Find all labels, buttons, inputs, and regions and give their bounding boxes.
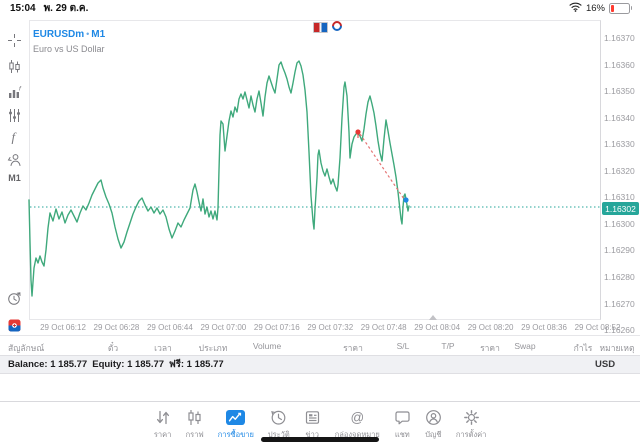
table-column-header: S/L bbox=[396, 341, 410, 351]
chat-icon bbox=[394, 407, 411, 427]
toolbar-timeframe-m1[interactable]: M1 bbox=[8, 173, 21, 183]
nav-item-mailbox[interactable]: @ กล่องจดหมาย bbox=[328, 402, 387, 441]
chart-type-icon[interactable] bbox=[4, 59, 25, 75]
equity-value: Equity: 1 185.77 bbox=[92, 359, 165, 370]
table-column-header: เวลา bbox=[154, 343, 172, 353]
timeframe-label: M1 bbox=[91, 29, 106, 40]
nav-item-label: ประวัติ bbox=[267, 430, 290, 439]
table-column-header: สัญลักษณ์ bbox=[8, 343, 45, 353]
price-axis-label: 1.16320 bbox=[604, 165, 635, 176]
nav-item-label: กล่องจดหมาย bbox=[334, 430, 380, 439]
objects-icon[interactable] bbox=[4, 107, 25, 123]
nav-item-quotes[interactable]: ราคา bbox=[147, 402, 179, 441]
price-axis-label: 1.16350 bbox=[604, 86, 635, 97]
nav-item-label: ราคา bbox=[153, 430, 172, 439]
nav-item-label: กราฟ bbox=[185, 430, 204, 439]
time-axis-label: 29 Oct 08:04 bbox=[414, 323, 461, 332]
nav-item-label: การซื้อขาย bbox=[217, 430, 254, 439]
chart-plot-area[interactable] bbox=[29, 20, 601, 320]
calendar-event-flag-icon[interactable] bbox=[313, 22, 328, 33]
table-column-header: กำไร bbox=[573, 343, 593, 353]
time-axis-label: 29 Oct 06:12 bbox=[40, 323, 86, 332]
wifi-icon bbox=[569, 2, 582, 15]
account-icon bbox=[425, 407, 442, 427]
time-axis-label: 29 Oct 07:32 bbox=[307, 323, 354, 332]
price-axis-label: 1.16290 bbox=[604, 245, 635, 256]
table-column-header: Volume bbox=[252, 341, 282, 351]
status-date: พ. 29 ต.ค. bbox=[43, 3, 89, 14]
settings-icon bbox=[463, 407, 480, 427]
price-axis-label: 1.16340 bbox=[604, 112, 635, 123]
svg-text:f: f bbox=[11, 130, 17, 144]
battery-icon bbox=[609, 3, 632, 14]
price-axis-label: 1.16310 bbox=[604, 192, 635, 203]
nav-item-settings[interactable]: การตั้งค่า bbox=[449, 402, 494, 441]
symbol-name[interactable]: EURUSDm bbox=[33, 29, 85, 40]
news-icon bbox=[304, 407, 321, 427]
session-clock-icon[interactable] bbox=[4, 290, 25, 306]
battery-percent: 16% bbox=[585, 3, 605, 14]
time-axis-label: 29 Oct 06:28 bbox=[93, 323, 140, 332]
table-column-header: หมายเหตุ bbox=[599, 343, 635, 353]
table-column-header: ราคา bbox=[343, 343, 363, 353]
home-indicator[interactable] bbox=[261, 437, 379, 442]
price-axis-label: 1.16360 bbox=[604, 59, 635, 70]
chart-toolbar: f f M1 bbox=[0, 17, 28, 335]
table-column-header: Swap bbox=[514, 341, 536, 351]
table-column-header: ตั๋ว bbox=[107, 343, 119, 353]
time-axis-label: 29 Oct 07:16 bbox=[253, 323, 300, 332]
chart-header: EURUSDm • M1 Euro vs US Dollar bbox=[33, 23, 105, 55]
battery-fill bbox=[611, 5, 614, 12]
quotes-icon bbox=[154, 407, 172, 427]
nav-item-chart[interactable]: กราฟ bbox=[179, 402, 211, 441]
nav-item-trade[interactable]: การซื้อขาย bbox=[211, 402, 261, 441]
profile-icon[interactable] bbox=[4, 151, 25, 167]
history-icon bbox=[270, 407, 287, 427]
nav-item-label: บัญชี bbox=[425, 430, 442, 439]
mailbox-icon: @ bbox=[349, 407, 366, 427]
symbol-separator: • bbox=[86, 29, 90, 39]
nav-item-label: ข่าว bbox=[305, 430, 320, 439]
current-price-badge: 1.16302 bbox=[602, 202, 639, 215]
trade-icon bbox=[225, 407, 246, 427]
functions-icon[interactable]: f bbox=[4, 129, 25, 145]
nav-item-label: แชท bbox=[394, 430, 410, 439]
price-axis-label: 1.16280 bbox=[604, 271, 635, 282]
chart-icon bbox=[186, 407, 203, 427]
symbol-description: Euro vs US Dollar bbox=[33, 44, 105, 54]
table-column-header: ประเภท bbox=[198, 343, 228, 353]
time-axis-label: 29 Oct 08:52 bbox=[574, 323, 621, 332]
nav-item-account[interactable]: บัญชี bbox=[418, 402, 449, 441]
time-marker-icon bbox=[429, 315, 437, 320]
table-column-header: T/P bbox=[441, 341, 455, 351]
time-axis-label: 29 Oct 06:44 bbox=[146, 323, 193, 332]
nav-item-news[interactable]: ข่าว bbox=[297, 402, 328, 441]
time-axis-label: 29 Oct 08:20 bbox=[467, 323, 514, 332]
nav-item-history[interactable]: ประวัติ bbox=[261, 402, 297, 441]
indicators-icon[interactable]: f bbox=[4, 83, 25, 99]
svg-text:f: f bbox=[19, 85, 22, 92]
time-axis-label: 29 Oct 07:48 bbox=[360, 323, 407, 332]
status-time: 15:04 bbox=[10, 3, 36, 14]
price-axis-label: 1.16300 bbox=[604, 218, 635, 229]
balance-value: Balance: 1 185.77 bbox=[8, 359, 88, 370]
free-margin-value: ฟรี: 1 185.77 bbox=[169, 359, 224, 370]
time-axis-label: 29 Oct 07:00 bbox=[200, 323, 247, 332]
metaquotes-logo-icon[interactable] bbox=[4, 317, 25, 333]
time-axis-label: 29 Oct 08:36 bbox=[521, 323, 567, 332]
nav-item-label: การตั้งค่า bbox=[455, 430, 487, 439]
price-axis-label: 1.16370 bbox=[604, 33, 635, 43]
price-axis-label: 1.16260 bbox=[604, 325, 635, 336]
svg-text:@: @ bbox=[350, 410, 364, 425]
trade-table-header: สัญลักษณ์ ตั๋ว เวลา ประเภท Volume ราคา S/L T/P ร… bbox=[0, 335, 640, 356]
nav-item-chat[interactable]: แชท bbox=[387, 402, 418, 441]
price-axis-label: 1.16270 bbox=[604, 298, 635, 309]
table-column-header: ราคา bbox=[480, 343, 500, 353]
crosshair-icon[interactable] bbox=[4, 32, 25, 48]
status-bar: 15:04 พ. 29 ต.ค. 16% bbox=[0, 0, 640, 17]
account-currency: USD bbox=[595, 359, 616, 370]
account-summary-row: Balance: 1 185.77 Equity: 1 185.77 ฟรี: … bbox=[0, 355, 640, 374]
price-axis-label: 1.16330 bbox=[604, 139, 635, 150]
